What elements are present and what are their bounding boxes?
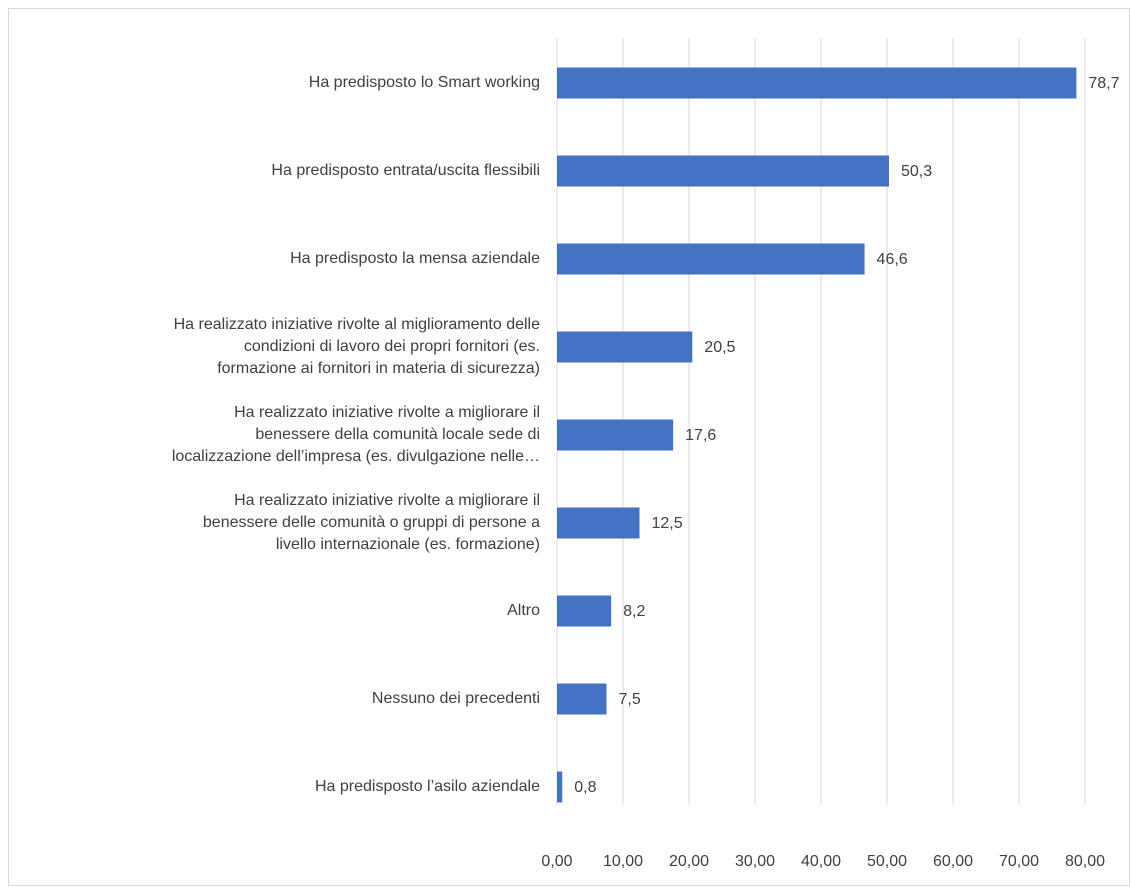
category-label: Ha predisposto la mensa aziendale (290, 250, 540, 267)
x-tick-label: 30,00 (735, 853, 775, 870)
data-label: 78,7 (1088, 75, 1119, 92)
category-label: Ha predisposto l’asilo aziendale (314, 778, 540, 795)
bar (557, 155, 889, 187)
data-label: 17,6 (685, 427, 716, 444)
data-label: 0,8 (574, 779, 596, 796)
data-label: 46,6 (877, 251, 908, 268)
x-tick-label: 40,00 (801, 853, 841, 870)
x-tick-label: 50,00 (867, 853, 907, 870)
bar (557, 507, 640, 539)
category-label: Altro (507, 602, 540, 619)
x-tick-label: 0,00 (541, 853, 572, 870)
bar (557, 419, 674, 451)
bar (557, 595, 612, 627)
bar (557, 683, 607, 715)
x-tick-label: 10,00 (603, 853, 643, 870)
bar (557, 331, 693, 363)
x-tick-label: 60,00 (933, 853, 973, 870)
data-label: 50,3 (901, 163, 932, 180)
category-label: Ha realizzato iniziative rivolte a migli… (171, 404, 540, 465)
data-label: 20,5 (704, 339, 735, 356)
data-label: 12,5 (652, 515, 683, 532)
chart-frame (8, 8, 1130, 886)
data-label: 8,2 (623, 603, 645, 620)
x-tick-label: 20,00 (669, 853, 709, 870)
x-tick-label: 70,00 (999, 853, 1039, 870)
bar (557, 243, 865, 275)
bar (557, 67, 1077, 99)
bar (557, 771, 563, 803)
data-label: 7,5 (619, 691, 641, 708)
category-label: Nessuno dei precedenti (371, 690, 540, 707)
category-label: Ha predisposto lo Smart working (308, 74, 540, 91)
category-label: Ha realizzato iniziative rivolte al migl… (173, 316, 540, 377)
category-label: Ha realizzato iniziative rivolte a migli… (202, 492, 540, 553)
category-label: Ha predisposto entrata/uscita flessibili (271, 162, 540, 179)
x-tick-label: 80,00 (1065, 853, 1105, 870)
